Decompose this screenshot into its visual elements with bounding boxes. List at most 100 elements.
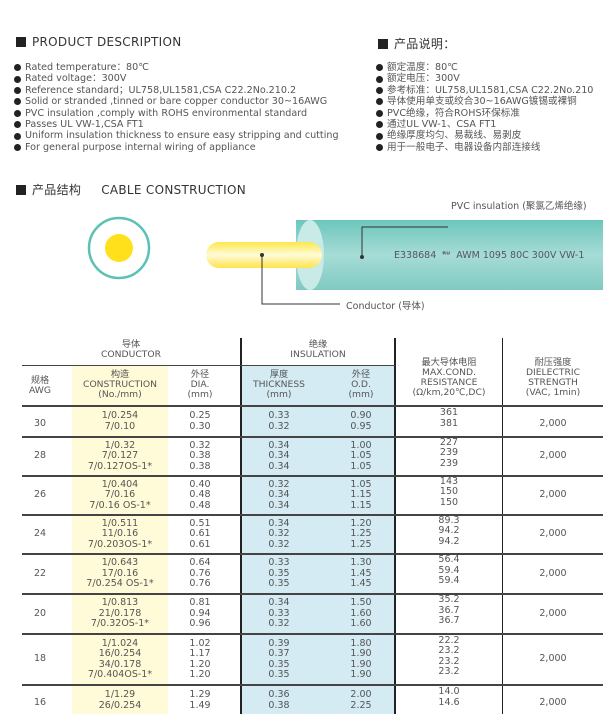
row-divider [22,436,603,438]
cell-thickness: 0.39 0.37 0.35 0.35 [268,637,290,680]
cable-construction-heading: 产品结构 CABLE CONSTRUCTION [16,181,246,198]
conductor-leader-dot [260,253,264,257]
cell-resistance: 227 239 239 [439,436,459,469]
cross-section-conductor [105,234,133,262]
cell-resistance: 361 381 [439,407,459,429]
cable-print-text: AWM 1095 80C 300V VW-1 [456,250,585,261]
insulation-body [296,220,603,290]
list-item: PVC绝缘，符合ROHS环保标准 [376,108,593,119]
cross-section [87,216,151,280]
list-item-text: 额定电压：300V [387,73,460,85]
cell-resistance: 22.2 23.2 23.2 23.2 [438,634,460,677]
cell-od: 2.00 2.25 [350,689,372,711]
list-item-text: Rated voltage：300V [25,73,127,85]
cell-dielectric: 2,000 [539,528,567,540]
list-item: For general purpose internal wiring of a… [14,142,339,153]
list-item: 通过UL VW-1、CSA FT1 [376,119,593,130]
cell-dia: 1.02 1.17 1.20 1.20 [189,637,211,680]
list-item: Rated temperature：80℃ [14,62,339,73]
cell-dielectric: 2,000 [539,567,567,579]
cable-construction-title-en: CABLE CONSTRUCTION [101,182,247,197]
cell-awg: 26 [33,489,47,501]
list-item: 用于一般电子、电器设备内部连接线 [376,142,593,153]
cell-od: 1.80 1.90 1.90 1.90 [350,637,372,680]
cell-thickness: 0.34 0.32 0.32 [268,517,290,550]
cell-awg: 28 [33,450,47,462]
divider [502,338,503,714]
cable-construction-title-cn: 产品结构 [32,183,82,197]
insulation-leader-line [361,226,448,257]
header-conductor: 导体 CONDUCTOR [101,339,161,360]
cell-awg: 20 [33,607,47,619]
list-item-text: Solid or stranded ,tinned or bare copper… [25,96,328,108]
cell-thickness: 0.36 0.38 [268,689,290,711]
header-od: 外径 O.D. (mm) [348,369,374,400]
cell-awg: 16 [33,697,47,709]
list-item-text: 额定温度：80℃ [387,62,458,73]
cable-diagram [87,216,603,305]
cell-awg: 22 [33,567,47,579]
cell-dia: 0.25 0.30 [189,410,211,432]
list-item-text: Rated temperature：80℃ [25,62,150,73]
list-item-text: Uniform insulation thickness to ensure e… [25,130,339,142]
list-item: Solid or stranded ,tinned or bare copper… [14,96,339,107]
row-divider [22,593,603,595]
cell-construction: 1/0.32 7/0.127 7/0.127OS-1* [87,439,153,472]
cell-construction: 1/1.024 16/0.254 34/0.178 7/0.404OS-1* [87,637,153,680]
row-divider [22,405,603,407]
header-insulation: 绝缘 INSULATION [290,339,346,360]
bullet-icon [14,121,21,129]
list-item-text: For general purpose internal wiring of a… [25,141,256,153]
row-divider [22,684,603,686]
divider [240,338,242,714]
conductor-leader-line [261,255,340,305]
list-item: 额定温度：80℃ [376,62,593,73]
bullet-icon [376,144,383,152]
list-item: Uniform insulation thickness to ensure e… [14,130,339,141]
square-bullet-icon [16,184,26,195]
conductor-label: Conductor (导体) [346,301,425,312]
header-resistance: 最大导体电阻 MAX.COND. RESISTANCE (Ω/km,20℃,DC… [412,357,486,398]
bullet-icon [376,132,383,140]
list-item: 绝缘厚度均匀、易裁线、易剥皮 [376,130,593,141]
cell-thickness: 0.33 0.32 [268,410,290,432]
cell-od: 1.00 1.05 1.05 [350,439,372,472]
list-item-text: 绝缘厚度均匀、易裁线、易剥皮 [387,130,522,142]
cell-dia: 0.81 0.94 0.96 [189,597,211,630]
cell-construction: 1/0.254 7/0.10 [101,410,139,432]
cell-dielectric: 2,000 [539,607,567,619]
bullet-icon [376,64,383,72]
construction-column-highlight [72,366,168,714]
list-item-text: PVC insulation ,comply with ROHS environ… [25,107,308,119]
cell-dielectric: 2,000 [539,450,567,462]
description-list-en: Rated temperature：80℃ Rated voltage：300V R… [14,62,339,153]
header-dia: 外径 DIA. (mm) [187,369,213,400]
divider [22,365,395,366]
cell-resistance: 89.3 94.2 94.2 [438,514,460,547]
cell-construction: 1/0.511 11/0.16 7/0.203OS-1* [87,517,153,550]
cell-construction: 1/0.813 21/0.178 7/0.32OS-1* [90,597,150,630]
cell-thickness: 0.34 0.33 0.32 [268,597,290,630]
bullet-icon [376,75,383,83]
cell-awg: 18 [33,653,47,665]
cell-od: 1.30 1.45 1.45 [350,557,372,590]
row-divider [22,633,603,635]
product-description-cn-title: 产品说明： [394,37,456,51]
cell-thickness: 0.32 0.34 0.34 [268,478,290,511]
list-item: 导体使用单支或绞合30~16AWG镀锡或裸铜 [376,96,593,107]
insulation-column-highlight [241,366,395,714]
list-item: 参考标准：UL758,UL1581,CSA C22.2No.210 [376,85,593,96]
description-list-cn: 额定温度：80℃ 额定电压：300V 参考标准：UL758,UL1581,CSA C… [376,62,593,153]
row-divider [22,553,603,555]
cable-print: E338684 ᴿᵁ AWM 1095 80C 300V VW-1 [394,250,584,261]
list-item-text: 导体使用单支或绞合30~16AWG镀锡或裸铜 [387,96,577,108]
cell-thickness: 0.34 0.34 0.34 [268,439,290,472]
cell-awg: 24 [33,528,47,540]
cell-dia: 0.32 0.38 0.38 [189,439,211,472]
square-bullet-icon [378,38,388,49]
cell-construction: 1/0.404 7/0.16 7/0.16 OS-1* [89,478,151,511]
cell-resistance: 143 150 150 [439,475,459,508]
cell-od: 1.05 1.15 1.15 [350,478,372,511]
bullet-icon [14,98,21,106]
product-description-heading: PRODUCT DESCRIPTION [16,35,182,49]
